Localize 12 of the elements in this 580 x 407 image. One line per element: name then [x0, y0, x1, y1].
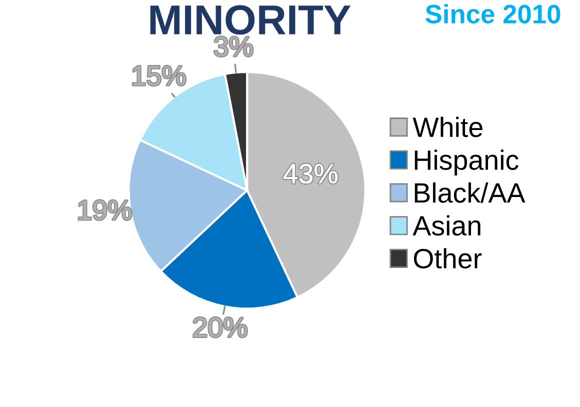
data-label: 43% — [283, 164, 338, 184]
legend-label: Hispanic — [414, 150, 518, 176]
legend-label: Black/AA — [414, 182, 526, 203]
legend-label: Other — [414, 248, 482, 268]
chart-title: MINORITY — [150, 5, 351, 35]
chart-subtitle: Since 2010 — [426, 4, 560, 24]
data-label: 15% — [132, 66, 186, 86]
legend-label: White — [412, 116, 482, 138]
data-label: 3% — [214, 36, 253, 56]
data-label: 20% — [194, 318, 247, 338]
legend-label: Asian — [412, 215, 480, 236]
data-label: 19% — [78, 200, 132, 220]
